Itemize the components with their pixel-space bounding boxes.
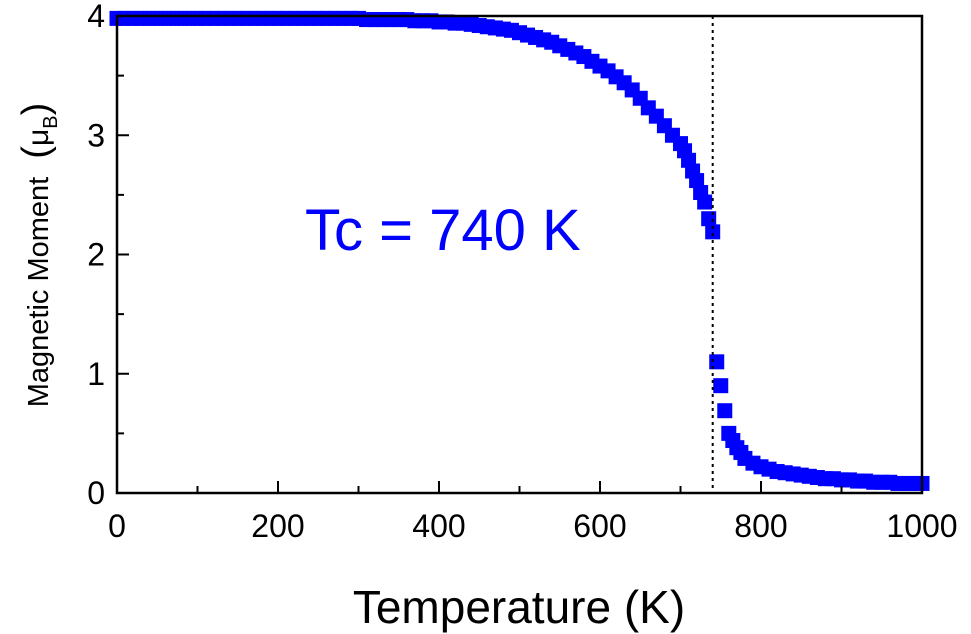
x-tick-label: 200 [251, 508, 304, 544]
data-point [697, 194, 713, 210]
axis-ticks [116, 15, 923, 494]
x-tick-label: 800 [734, 508, 787, 544]
y-axis-label-unit-subscript: B [40, 115, 62, 128]
y-tick-label: 4 [87, 0, 105, 34]
axis-tick-labels: 0 200 400 600 800 1000 0 1 2 3 4 [87, 0, 957, 544]
y-tick-label: 0 [87, 475, 105, 511]
data-point [713, 378, 729, 394]
y-axis-label-name: Magnetic Moment [23, 177, 55, 408]
y-axis-label-unit-symbol: μ [22, 129, 55, 146]
x-tick-label: 600 [573, 508, 626, 544]
data-markers [109, 10, 930, 491]
y-axis-label: Magnetic Moment (μB) [15, 103, 62, 408]
y-tick-label: 1 [87, 356, 105, 392]
data-point [717, 403, 733, 419]
y-axis-label-text: Magnetic Moment (μB) [15, 103, 62, 408]
data-point [709, 354, 725, 370]
y-tick-label: 3 [87, 117, 105, 153]
x-tick-label: 1000 [886, 508, 957, 544]
x-tick-label: 0 [108, 508, 126, 544]
x-tick-label: 400 [412, 508, 465, 544]
y-tick-label: 2 [87, 237, 105, 273]
data-point [689, 173, 705, 189]
tc-annotation: Tc = 740 K [305, 198, 581, 263]
y-axis-label-close-paren: ) [15, 103, 57, 116]
data-point [701, 211, 717, 227]
y-axis-label-open-paren: ( [15, 146, 57, 159]
x-axis-label: Temperature (K) [353, 581, 685, 633]
data-point [705, 224, 721, 240]
